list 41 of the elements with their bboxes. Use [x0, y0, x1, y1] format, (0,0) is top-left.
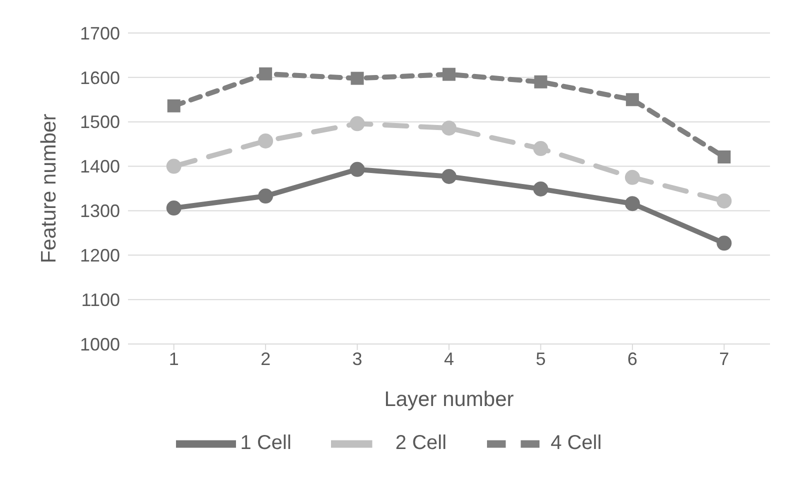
point [624, 196, 640, 212]
point [534, 75, 548, 88]
x-tick-label: 6 [627, 348, 638, 369]
point [442, 169, 456, 184]
y-tick-label: 1200 [80, 246, 120, 266]
y-tick-label: 1300 [80, 201, 120, 222]
point [442, 120, 456, 136]
point [716, 193, 732, 208]
x-tick-label: 3 [352, 348, 362, 369]
legend-label: 1 Cell [240, 432, 292, 454]
y-tick-label: 1500 [80, 112, 120, 132]
point [624, 170, 640, 185]
y-axis-title: Feature number [37, 114, 60, 264]
point [718, 150, 731, 164]
y-tick-label: 1000 [80, 334, 120, 354]
x-tick-label: 5 [536, 348, 546, 369]
legend-label: 2 Cell [395, 432, 447, 454]
point [350, 72, 364, 85]
point [716, 236, 732, 251]
y-tick-label: 1600 [80, 68, 120, 88]
x-tick-label: 4 [444, 348, 454, 369]
legend-label: 4 Cell [550, 432, 602, 454]
point [350, 116, 365, 132]
point [258, 188, 274, 204]
x-tick-label: 1 [168, 348, 179, 369]
x-tick-label: 2 [260, 348, 271, 369]
point [259, 67, 272, 80]
point [442, 68, 456, 81]
y-tick-label: 1400 [80, 156, 120, 177]
y-tick-label: 1100 [81, 290, 120, 310]
point [258, 133, 274, 148]
point [533, 141, 548, 156]
y-tick-label: 1700 [80, 23, 120, 44]
x-tick-label: 7 [719, 348, 730, 369]
point [350, 162, 365, 177]
point [166, 158, 182, 174]
point [167, 99, 180, 112]
point [166, 200, 182, 216]
point [533, 181, 548, 196]
x-axis-title: Layer number [384, 388, 514, 411]
point [626, 93, 639, 106]
